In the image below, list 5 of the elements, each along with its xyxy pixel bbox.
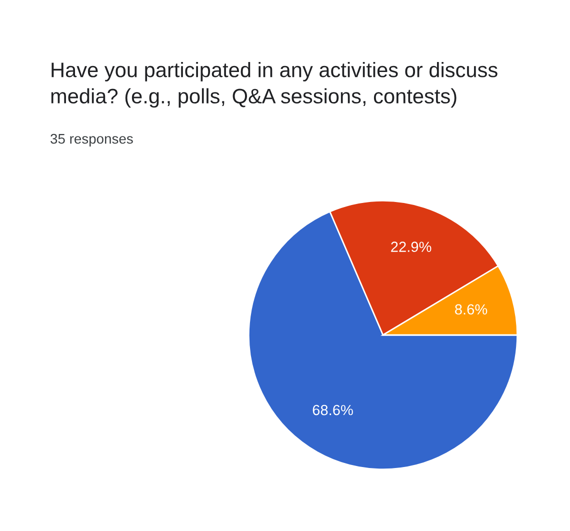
chart-title: Have you participated in any activities or discuss media? (e.g., polls, Q&A sessions, contests): [51, 62, 498, 108]
data-label: 8.6%: [455, 304, 488, 315]
data-label: 22.9%: [391, 242, 432, 252]
text: 35 responses: [50, 134, 133, 146]
data-label: 68.6%: [312, 404, 353, 416]
